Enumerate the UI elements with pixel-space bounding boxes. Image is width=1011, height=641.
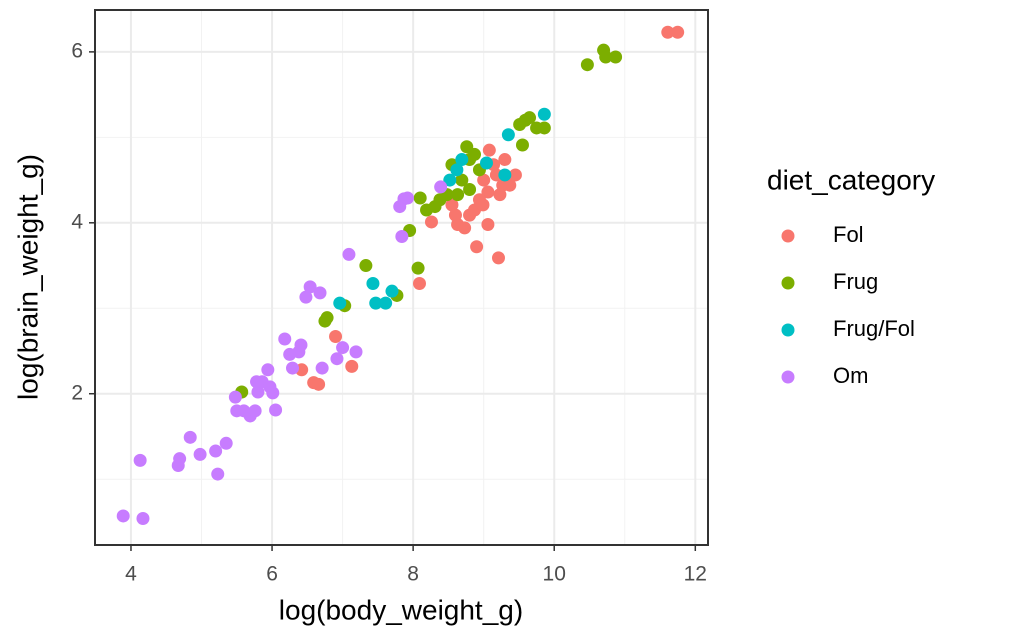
point [395,229,409,243]
legend-key [781,276,795,290]
point [537,107,551,121]
legend-key [781,323,795,337]
point [599,50,613,64]
point [455,153,469,167]
point [445,198,459,212]
point [498,168,512,182]
point [330,352,344,366]
point [250,375,264,389]
point [211,467,225,481]
point [366,276,380,290]
panel [95,10,708,545]
legend-label: Fol [833,222,864,247]
point [315,361,329,375]
point [480,156,494,170]
point [413,191,427,205]
point [286,361,300,375]
legend-label: Om [833,363,868,388]
point [481,185,495,199]
point [515,138,529,152]
point [523,111,537,125]
point [503,178,517,192]
point [333,296,347,310]
point [266,386,280,400]
point [312,377,326,391]
point [482,143,496,157]
point [537,121,551,135]
point [345,359,359,373]
point [477,173,491,187]
point [455,173,469,187]
point [359,259,373,273]
point [336,341,350,355]
point [508,168,522,182]
point [434,180,448,194]
point [248,404,262,418]
legend-title: diet_category [767,164,935,195]
point [320,311,334,325]
point [173,452,187,466]
x-tick-label: 8 [407,563,419,586]
x-tick-label: 12 [684,563,707,586]
legend-label: Frug [833,269,878,294]
point [400,191,414,205]
legend-label: Frug/Fol [833,316,915,341]
point [493,188,507,202]
point [136,512,150,526]
legend-key [781,370,795,384]
point [183,430,197,444]
point [472,193,486,207]
point [491,251,505,265]
point [470,240,484,254]
y-tick-label: 2 [71,381,83,404]
point [451,188,465,202]
point [458,221,472,235]
point [219,436,233,450]
point [313,286,327,300]
legend-key [781,229,795,243]
point [349,345,363,359]
point [412,276,426,290]
point [609,50,623,64]
point [278,332,292,346]
point [424,215,438,229]
point [443,173,457,187]
point [303,280,317,294]
point [116,509,130,523]
point [342,247,356,261]
x-tick-label: 6 [266,563,278,586]
point [228,390,242,404]
x-axis-title: log(body_weight_g) [279,594,523,625]
point [299,290,313,304]
point [661,25,675,39]
point [294,338,308,352]
point [251,385,265,399]
x-tick-label: 10 [543,563,566,586]
y-tick-label: 6 [71,39,83,62]
y-axis-title: log(brain_weight_g) [12,154,43,400]
point [468,147,482,161]
point [580,58,594,72]
point [498,153,512,167]
point [501,128,515,142]
point [671,25,685,39]
point [209,444,223,458]
x-tick-label: 4 [125,563,137,586]
point [463,182,477,196]
point [329,329,343,343]
point [269,403,283,417]
point [193,447,207,461]
point [411,261,425,275]
point [261,363,275,377]
point [379,296,393,310]
point [133,453,147,467]
y-tick-label: 4 [71,210,83,233]
panel-border [94,9,709,546]
point [450,163,464,177]
point [385,284,399,298]
point [481,218,495,232]
point [369,296,383,310]
